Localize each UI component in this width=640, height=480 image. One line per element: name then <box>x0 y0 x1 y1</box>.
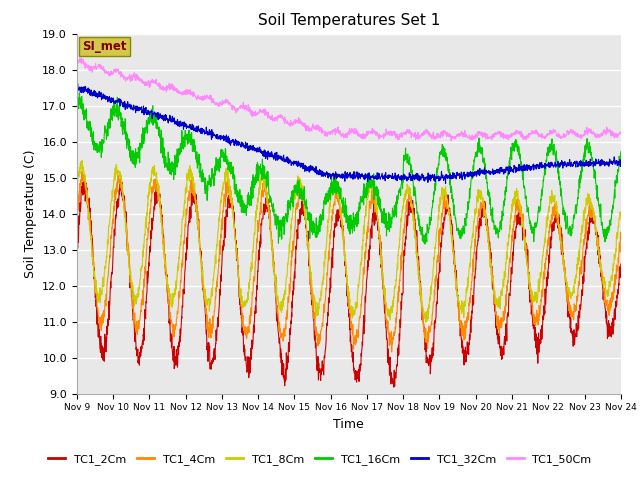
Legend: TC1_2Cm, TC1_4Cm, TC1_8Cm, TC1_16Cm, TC1_32Cm, TC1_50Cm: TC1_2Cm, TC1_4Cm, TC1_8Cm, TC1_16Cm, TC1… <box>44 450 596 469</box>
Text: SI_met: SI_met <box>82 40 127 53</box>
X-axis label: Time: Time <box>333 418 364 431</box>
Title: Soil Temperatures Set 1: Soil Temperatures Set 1 <box>258 13 440 28</box>
Y-axis label: Soil Temperature (C): Soil Temperature (C) <box>24 149 36 278</box>
